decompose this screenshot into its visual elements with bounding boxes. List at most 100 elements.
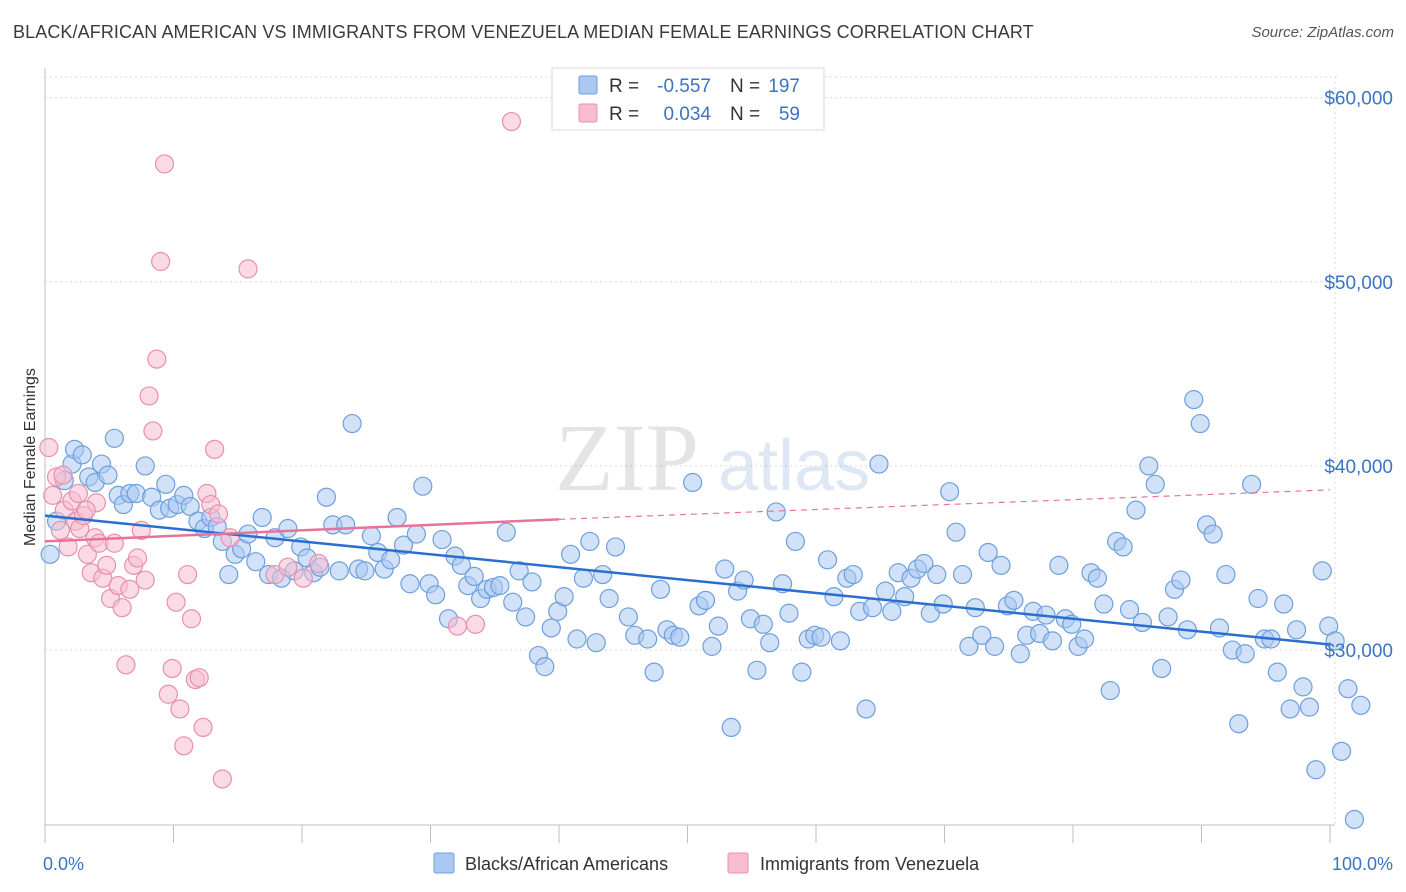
point-blacks — [817, 550, 838, 570]
point-blacks — [246, 552, 266, 572]
point-blacks — [1299, 697, 1320, 717]
point-blacks — [753, 614, 773, 634]
point-venezuela — [158, 684, 178, 704]
watermark: ZIP atlas — [555, 404, 870, 511]
point-blacks — [940, 482, 960, 502]
trend-lines — [44, 489, 1331, 646]
point-blacks — [683, 472, 703, 493]
point-blacks — [406, 524, 426, 544]
point-blacks — [509, 561, 529, 581]
point-blacks — [522, 572, 542, 592]
point-blacks — [811, 627, 831, 647]
watermark-atlas: atlas — [718, 426, 870, 506]
point-venezuela — [170, 699, 190, 719]
bottom-legend-swatch-pink — [727, 852, 749, 874]
point-venezuela — [39, 437, 59, 458]
point-venezuela — [120, 579, 140, 599]
point-blacks — [1184, 390, 1204, 410]
point-venezuela — [208, 504, 229, 524]
point-blacks — [593, 564, 613, 585]
point-blacks — [927, 564, 947, 585]
point-venezuela — [97, 555, 117, 575]
y-tick-label: $40,000 — [1324, 457, 1393, 478]
point-blacks — [1145, 474, 1165, 494]
series-legend: Blacks/African Americans Immigrants from… — [433, 852, 980, 874]
watermark-zip: ZIP — [555, 404, 699, 511]
legend-n-value-1: 197 — [768, 76, 800, 97]
point-blacks — [721, 717, 741, 738]
point-venezuela — [154, 154, 175, 174]
point-blacks — [1171, 570, 1191, 590]
y-tick-label: $60,000 — [1324, 89, 1393, 110]
point-blacks — [400, 574, 420, 594]
point-blacks — [503, 592, 523, 612]
point-venezuela — [193, 717, 213, 738]
point-blacks — [946, 522, 966, 542]
point-blacks — [830, 631, 851, 651]
point-blacks — [180, 496, 200, 517]
point-blacks — [342, 413, 362, 434]
point-venezuela — [135, 570, 155, 590]
correlation-legend: R = -0.557 N = 197 R = 0.034 N = 59 — [551, 67, 825, 131]
point-venezuela — [501, 111, 522, 132]
point-blacks — [1042, 631, 1063, 651]
point-blacks — [952, 564, 973, 585]
point-blacks — [515, 607, 536, 627]
x-tick-label-start: 0.0% — [43, 854, 84, 874]
legend-r-value-1: -0.557 — [657, 76, 711, 97]
point-blacks — [1344, 809, 1365, 830]
point-blacks — [605, 537, 626, 557]
point-blacks — [1203, 524, 1223, 544]
point-blacks — [638, 629, 658, 649]
point-blacks — [413, 476, 433, 496]
x-tick-label-end: 100.0% — [1332, 854, 1393, 874]
point-blacks — [1049, 555, 1069, 575]
point-blacks — [599, 588, 619, 609]
point-venezuela — [139, 386, 159, 406]
point-blacks — [1274, 594, 1294, 614]
point-venezuela — [76, 500, 96, 520]
point-blacks — [1242, 474, 1262, 494]
point-venezuela — [205, 439, 225, 459]
point-blacks — [644, 662, 664, 682]
point-blacks — [387, 507, 407, 528]
point-venezuela — [147, 349, 167, 369]
point-blacks — [72, 445, 92, 465]
legend-swatch-blue — [578, 75, 598, 95]
point-venezuela — [58, 537, 78, 557]
y-tick-label: $30,000 — [1324, 641, 1393, 662]
point-blacks — [1235, 644, 1255, 664]
point-blacks — [747, 660, 767, 680]
point-blacks — [135, 456, 155, 476]
point-blacks — [567, 629, 587, 649]
point-venezuela — [50, 520, 71, 540]
point-venezuela — [112, 598, 132, 618]
point-blacks — [432, 529, 452, 550]
y-axis-title: Median Female Earnings — [22, 368, 39, 546]
point-venezuela — [293, 568, 313, 588]
point-blacks — [670, 627, 690, 647]
point-blacks — [1158, 607, 1178, 627]
point-blacks — [535, 657, 555, 677]
series-blacks-points — [40, 390, 1371, 830]
point-venezuela — [143, 421, 163, 441]
point-venezuela — [447, 616, 468, 636]
point-venezuela — [465, 614, 486, 634]
legend-r-label-2: R = — [609, 104, 639, 125]
point-venezuela — [77, 544, 98, 564]
point-venezuela — [212, 769, 232, 789]
point-blacks — [336, 515, 356, 535]
point-blacks — [1306, 760, 1326, 780]
legend-r-value-2: 0.034 — [663, 104, 711, 125]
point-blacks — [1190, 413, 1210, 434]
legend-n-label-1: N = — [730, 76, 760, 97]
point-blacks — [1004, 590, 1024, 610]
point-blacks — [779, 603, 799, 623]
bottom-legend-label-pink: Immigrants from Venezuela — [760, 854, 980, 874]
point-blacks — [316, 487, 337, 507]
series-venezuela-points — [39, 111, 522, 789]
point-blacks — [490, 576, 510, 596]
point-blacks — [1338, 679, 1358, 699]
point-blacks — [1331, 741, 1352, 761]
